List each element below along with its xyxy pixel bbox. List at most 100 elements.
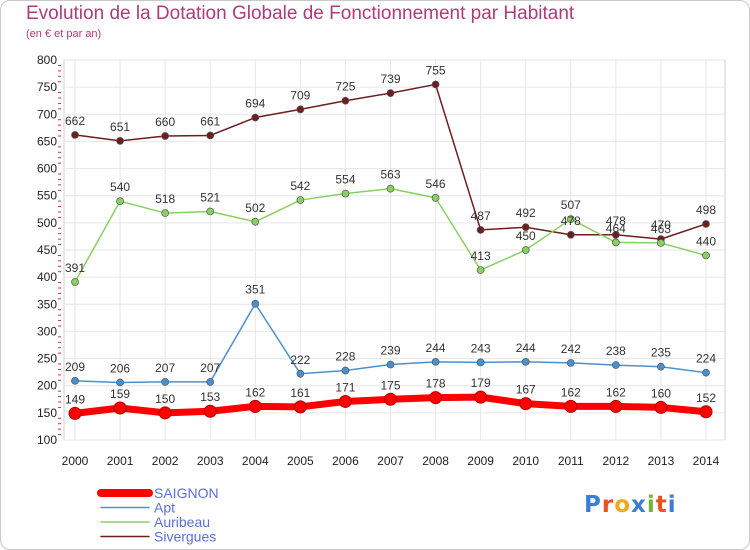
x-tick-label: 2002 (152, 454, 179, 468)
data-point (521, 223, 530, 232)
data-point (206, 378, 215, 386)
data-point (476, 266, 485, 274)
data-label: 222 (290, 353, 310, 367)
data-point (429, 391, 443, 405)
x-axis: 2000 2001 2002 2003 2004 2005 2006 2007 2008 2009… (62, 454, 720, 468)
data-point (296, 196, 305, 204)
data-label: 661 (200, 114, 220, 128)
data-point (296, 369, 305, 378)
data-point (612, 238, 620, 247)
y-tick-label: 250 (37, 352, 57, 366)
data-point (566, 359, 575, 367)
x-tick-label: 2000 (62, 454, 89, 468)
data-label: 546 (426, 177, 446, 191)
data-point (68, 406, 82, 420)
x-tick-label: 2003 (197, 454, 224, 468)
data-point (431, 357, 440, 366)
data-label: 502 (245, 201, 265, 215)
data-point (702, 220, 710, 228)
data-label: 518 (155, 192, 175, 206)
data-label: 554 (335, 173, 355, 187)
data-point (699, 405, 713, 419)
data-label: 150 (155, 392, 175, 406)
data-label: 725 (335, 80, 355, 94)
data-label: 239 (380, 344, 400, 358)
y-tick-label: 400 (37, 270, 57, 284)
logo-letter: o (614, 492, 632, 518)
data-point (251, 217, 260, 226)
data-label: 175 (380, 378, 400, 392)
y-tick-label: 350 (37, 297, 57, 311)
data-point (341, 366, 350, 375)
y-tick-label: 800 (37, 53, 57, 67)
y-tick-label: 750 (37, 80, 57, 94)
y-tick-label: 300 (37, 324, 57, 338)
logo-letter: i (667, 492, 677, 518)
data-point (71, 131, 79, 139)
data-point (161, 209, 169, 217)
data-point (431, 80, 440, 89)
chart-title: Evolution de la Dotation Globale de Fonc… (26, 3, 575, 24)
y-tick-label: 550 (37, 189, 57, 203)
data-label: 206 (110, 361, 130, 375)
data-point (116, 378, 124, 387)
x-tick-label: 2009 (467, 454, 494, 468)
data-label: 464 (606, 221, 626, 235)
gridlines (64, 59, 725, 441)
data-point (386, 89, 395, 97)
data-label: 167 (516, 383, 536, 397)
legend-label: Sivergues (154, 529, 216, 545)
data-point (206, 207, 215, 216)
data-label: 413 (471, 249, 491, 263)
data-label: 507 (561, 198, 581, 212)
legend-label: SAIGNON (154, 485, 219, 501)
data-point (702, 251, 710, 260)
data-label: 152 (696, 391, 716, 405)
data-label: 161 (290, 386, 310, 400)
data-point (612, 230, 620, 239)
data-point (386, 360, 395, 369)
data-label: 244 (516, 341, 536, 355)
data-point (293, 400, 307, 414)
y-tick-label: 100 (37, 433, 57, 447)
x-tick-label: 2013 (648, 454, 675, 468)
data-label: 694 (245, 97, 265, 111)
data-label: 244 (426, 341, 446, 355)
data-label: 450 (516, 229, 536, 243)
logo-letter: t (655, 492, 668, 518)
data-label: 228 (335, 350, 355, 364)
data-label: 238 (606, 344, 626, 358)
legend-label: Auribeau (154, 514, 210, 530)
logo-letter: P (584, 492, 602, 518)
chart-subtitle: (en € et par an) (26, 28, 102, 40)
data-point (161, 132, 169, 140)
data-label: 540 (110, 180, 130, 194)
x-tick-label: 2007 (377, 454, 404, 468)
data-label: 440 (696, 234, 716, 248)
data-point (161, 378, 169, 386)
data-label: 492 (516, 206, 536, 220)
data-label: 160 (651, 386, 671, 400)
data-label: 153 (200, 390, 220, 404)
data-point (251, 113, 260, 122)
data-point (113, 401, 127, 415)
y-axis: 100 150 200 250 300 350 400 450 500 550 600 650 700 7… (37, 53, 61, 447)
y-tick-label: 200 (37, 379, 57, 393)
data-point (566, 215, 575, 223)
data-label: 498 (696, 203, 716, 217)
data-label: 755 (426, 63, 446, 77)
x-tick-label: 2008 (422, 454, 449, 468)
data-label: 209 (65, 360, 85, 374)
x-tick-label: 2004 (242, 454, 269, 468)
data-point (702, 368, 710, 377)
y-tick-label: 700 (37, 107, 57, 121)
data-label: 162 (245, 385, 265, 399)
data-point (386, 184, 395, 193)
data-label: 207 (200, 361, 220, 375)
data-point (609, 399, 623, 413)
data-point (71, 376, 79, 385)
y-tick-label: 150 (37, 406, 57, 420)
